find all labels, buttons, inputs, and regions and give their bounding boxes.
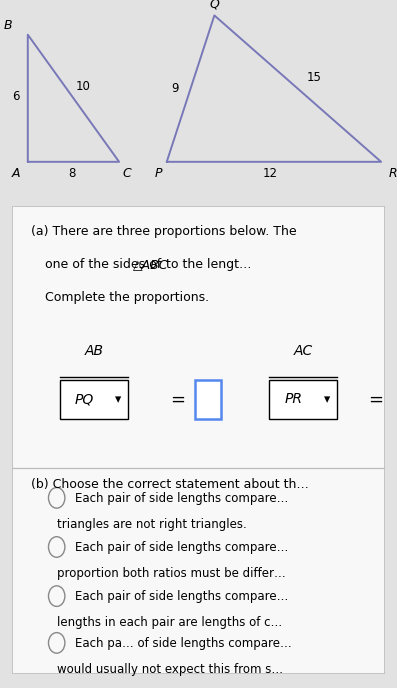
FancyBboxPatch shape (195, 380, 221, 419)
Text: Complete the proportions.: Complete the proportions. (46, 290, 210, 303)
Text: lengths in each pair are lengths of c…: lengths in each pair are lengths of c… (57, 616, 282, 629)
Text: 9: 9 (171, 82, 178, 95)
Text: P: P (155, 167, 162, 180)
Text: to the lengt…: to the lengt… (162, 258, 252, 271)
Text: =: = (368, 390, 383, 409)
Text: would usually not expect this from s…: would usually not expect this from s… (57, 663, 283, 676)
Text: 15: 15 (306, 71, 321, 83)
Text: B: B (4, 19, 12, 32)
Text: ▾: ▾ (324, 393, 330, 406)
Text: △ABC: △ABC (133, 258, 169, 271)
Text: Each pair of side lengths compare…: Each pair of side lengths compare… (75, 492, 289, 505)
Text: 12: 12 (262, 167, 278, 180)
Text: Q: Q (210, 0, 219, 10)
Text: triangles are not right triangles.: triangles are not right triangles. (57, 517, 247, 530)
Text: =: = (170, 390, 185, 409)
Text: ▾: ▾ (115, 393, 121, 406)
Text: (b) Choose the correct statement about th…: (b) Choose the correct statement about t… (31, 477, 308, 491)
Text: 10: 10 (76, 80, 91, 93)
FancyBboxPatch shape (12, 206, 385, 674)
Text: PQ: PQ (75, 392, 94, 407)
Text: Each pa… of side lengths compare…: Each pa… of side lengths compare… (75, 637, 292, 649)
Text: AB: AB (85, 345, 104, 358)
Text: C: C (123, 167, 131, 180)
Text: (a) There are three proportions below. The: (a) There are three proportions below. T… (31, 225, 296, 238)
Text: proportion both ratios must be differ…: proportion both ratios must be differ… (57, 567, 285, 579)
Text: AC: AC (293, 345, 312, 358)
Text: PR: PR (285, 392, 303, 407)
Text: Each pair of side lengths compare…: Each pair of side lengths compare… (75, 541, 289, 554)
FancyBboxPatch shape (270, 380, 337, 419)
Text: one of the sides of: one of the sides of (46, 258, 166, 271)
Text: Each pair of side lengths compare…: Each pair of side lengths compare… (75, 590, 289, 603)
Text: 8: 8 (68, 167, 75, 180)
Text: A: A (12, 167, 20, 180)
Text: 6: 6 (12, 90, 19, 103)
Text: R: R (389, 167, 397, 180)
FancyBboxPatch shape (60, 380, 127, 419)
